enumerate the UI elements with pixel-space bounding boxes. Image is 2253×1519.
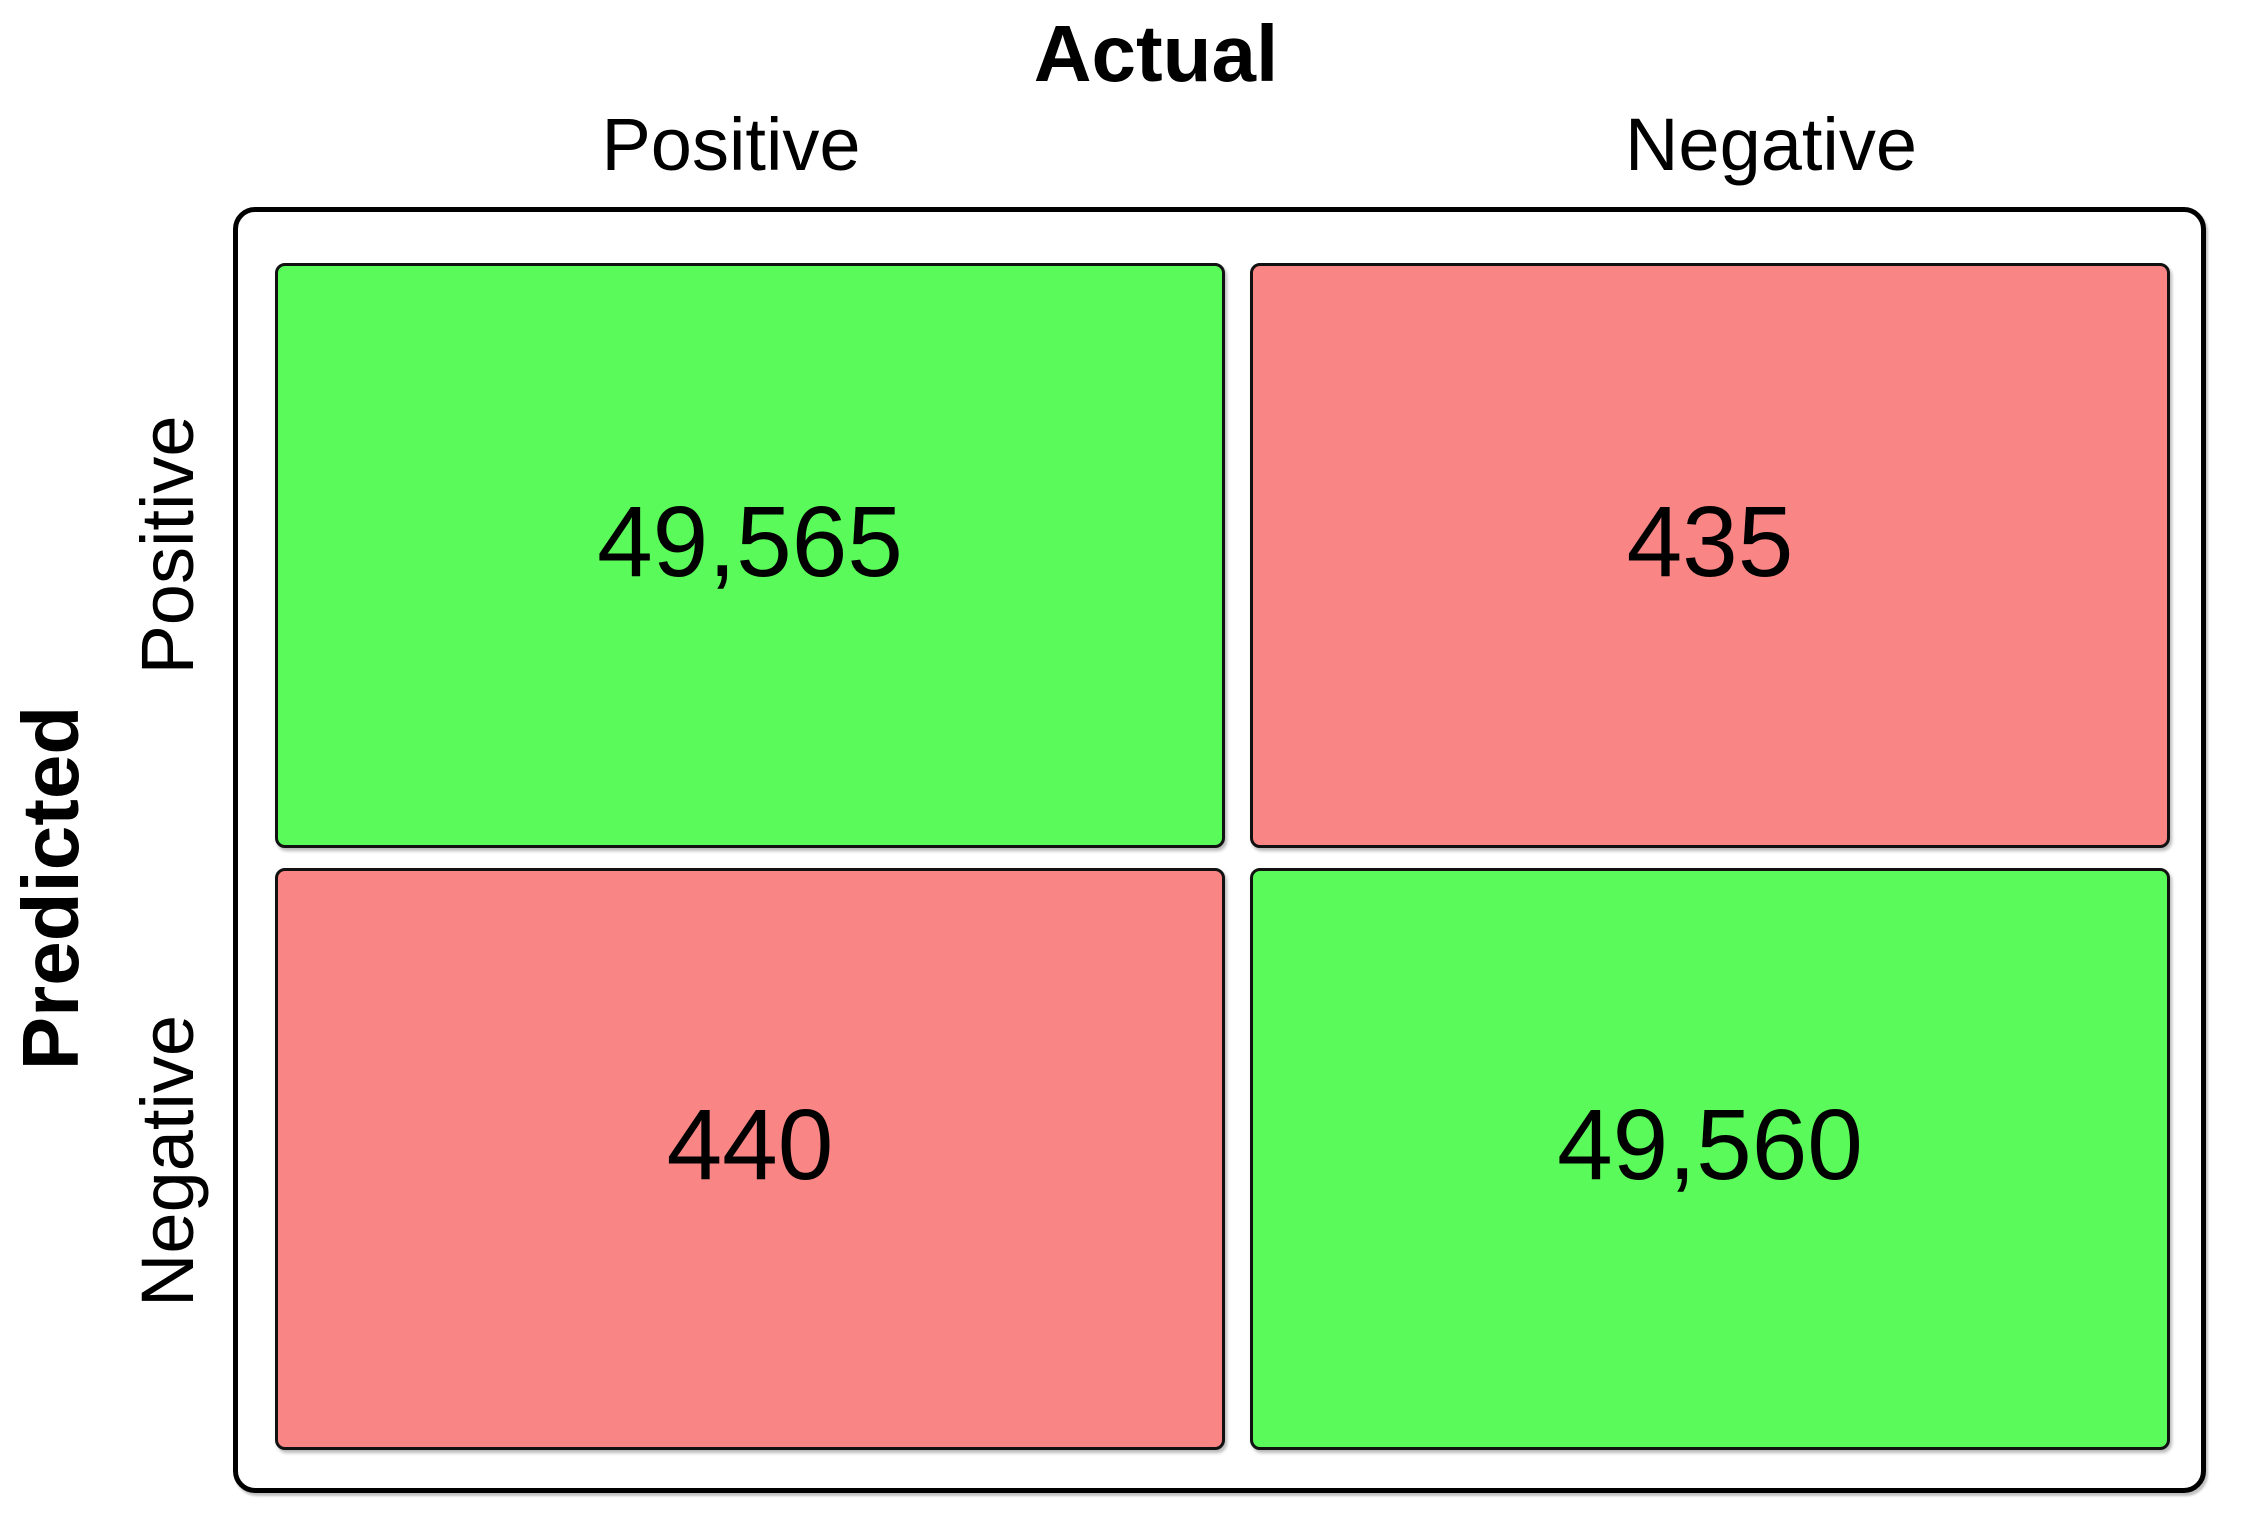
cell-false-negative: 440 bbox=[275, 868, 1225, 1450]
row-label-negative: Negative bbox=[126, 1014, 209, 1308]
column-label-positive: Positive bbox=[601, 103, 861, 186]
false-negative-count: 440 bbox=[666, 1089, 834, 1201]
column-label-negative: Negative bbox=[1624, 103, 1918, 186]
predicted-axis-title: Predicted bbox=[6, 705, 95, 1071]
cell-false-positive: 435 bbox=[1250, 263, 2170, 848]
cell-true-negative: 49,560 bbox=[1250, 868, 2170, 1450]
true-negative-count: 49,560 bbox=[1557, 1089, 1863, 1201]
row-label-positive: Positive bbox=[126, 415, 209, 675]
actual-axis-title: Actual bbox=[1033, 9, 1279, 98]
cell-true-positive: 49,565 bbox=[275, 263, 1225, 848]
true-positive-count: 49,565 bbox=[597, 485, 903, 598]
false-positive-count: 435 bbox=[1626, 485, 1794, 598]
